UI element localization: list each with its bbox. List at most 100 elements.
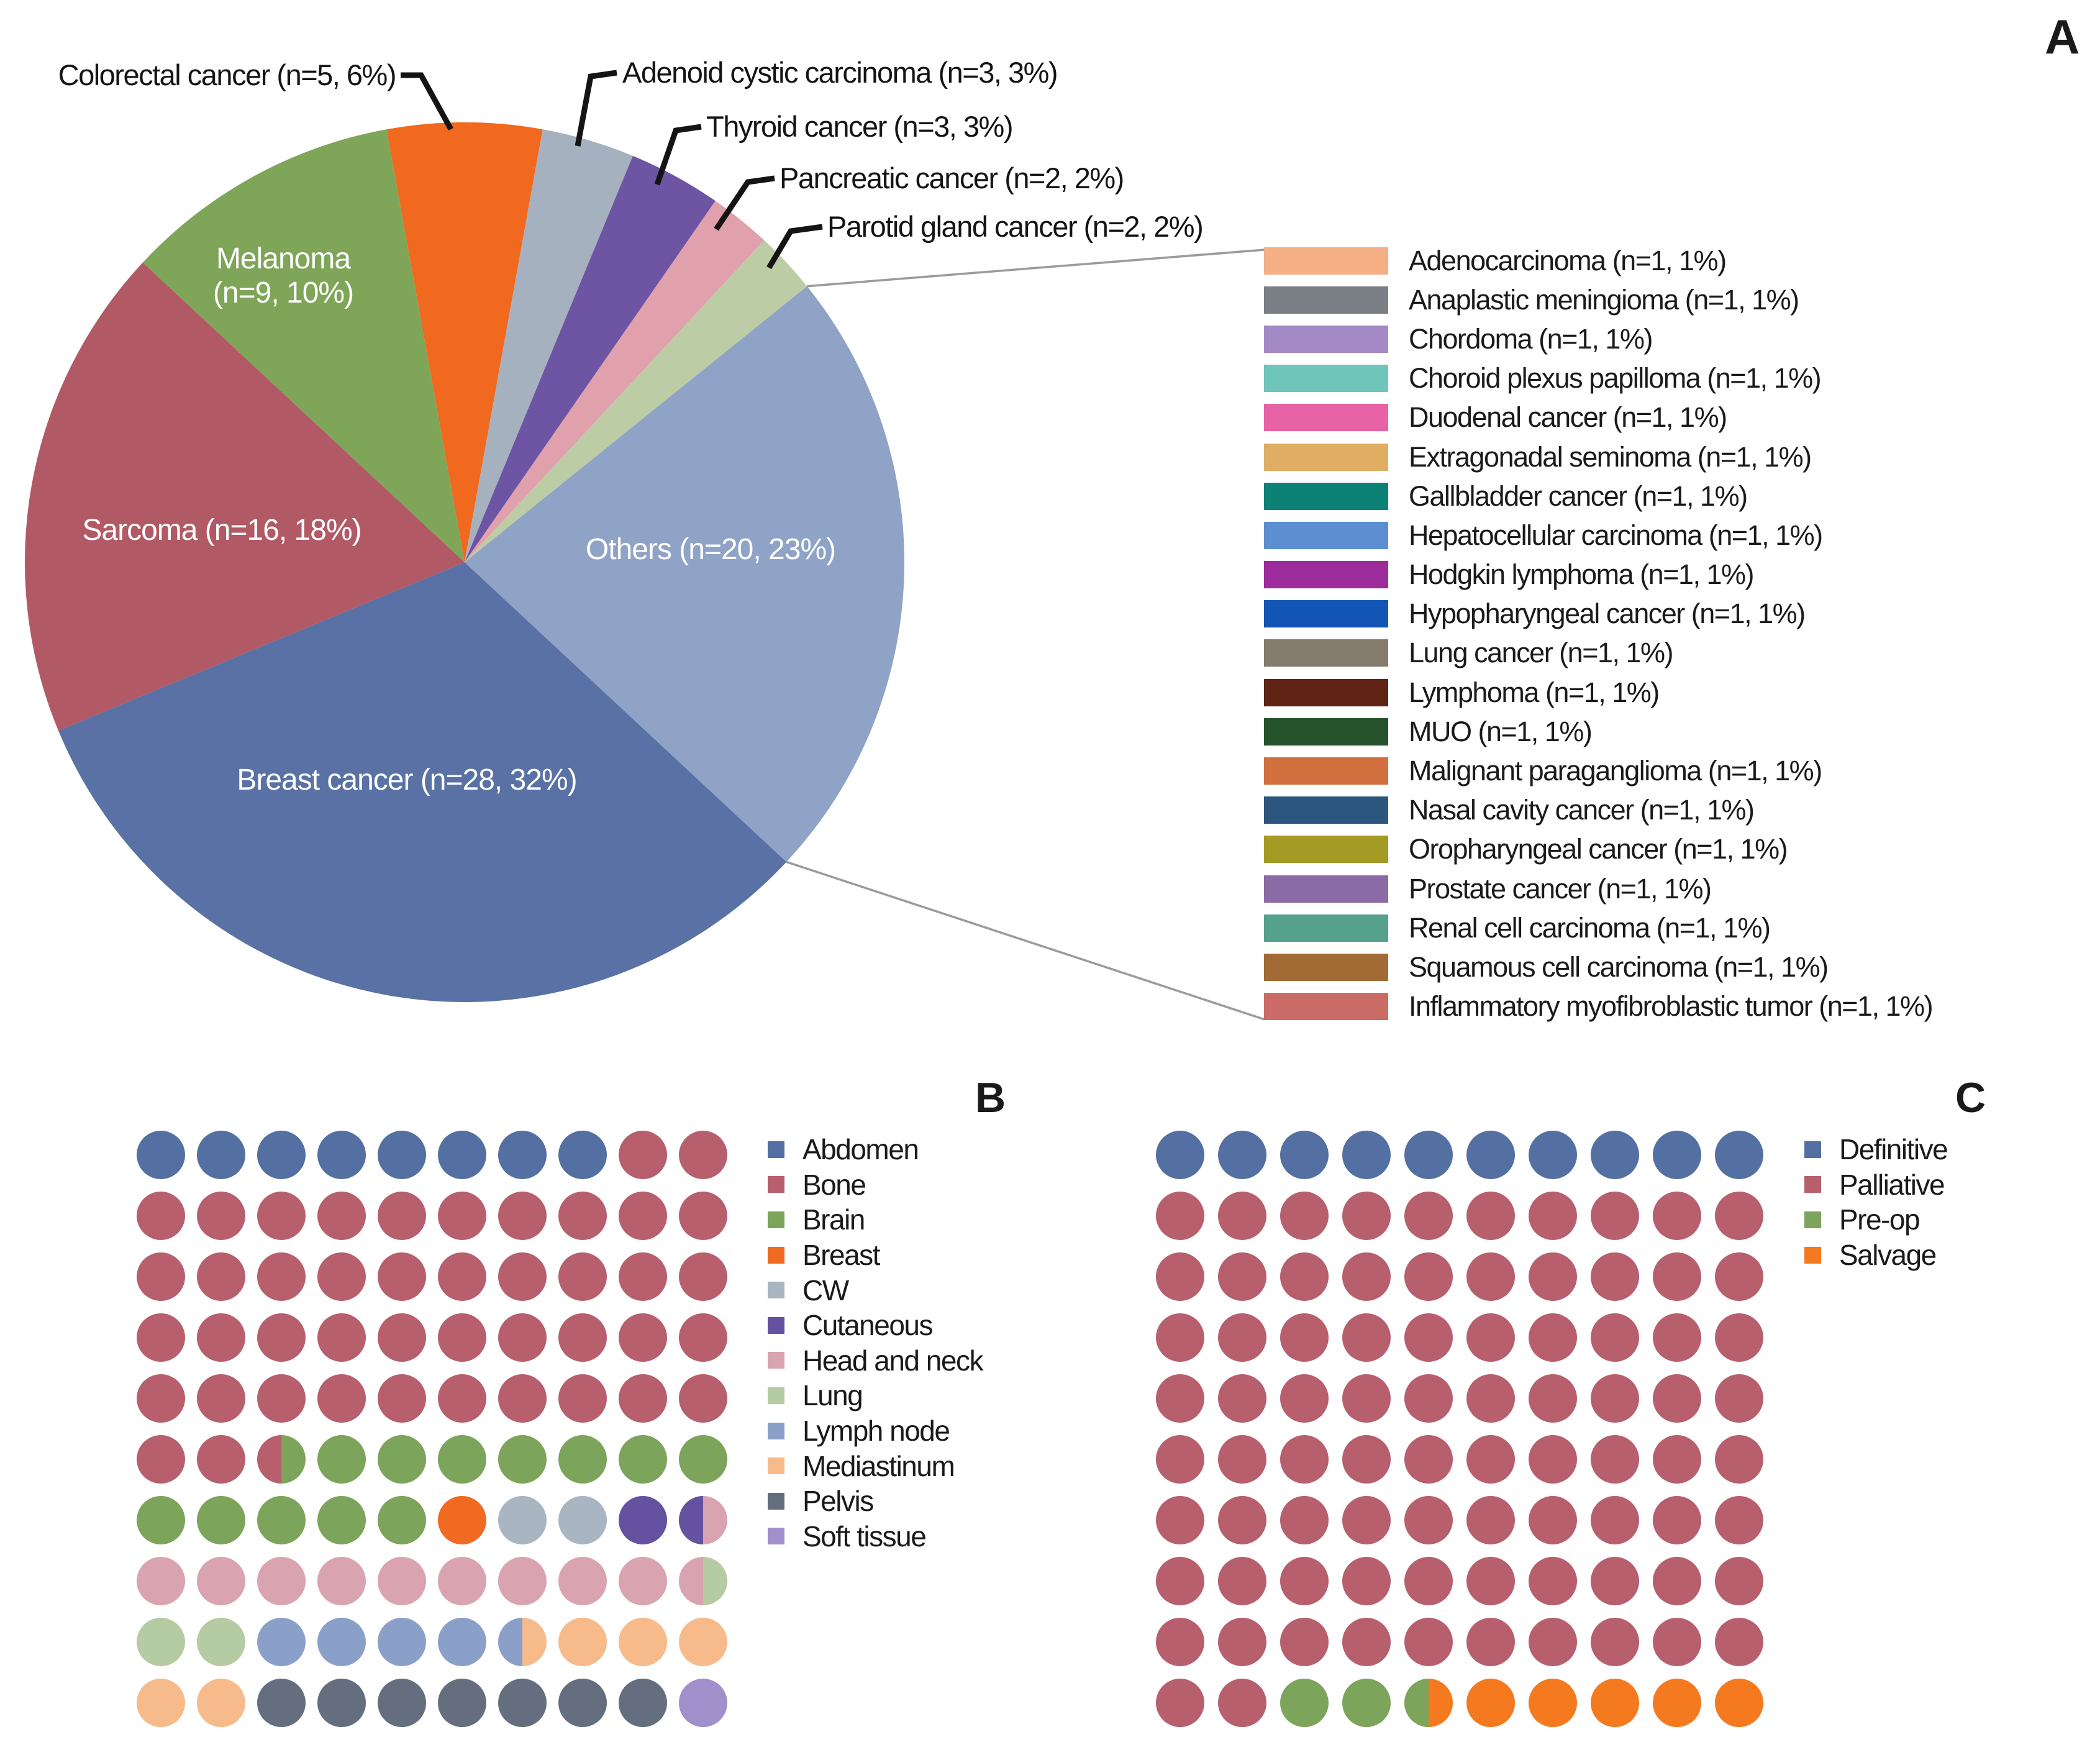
aim-waffle-dot [1715, 1618, 1763, 1666]
site-waffle-dot [558, 1313, 607, 1362]
site-waffle-dot [679, 1679, 727, 1727]
panel-label-b: B [975, 1074, 1006, 1121]
others-breakdown-legend: Adenocarcinoma (n=1, 1%) Anaplastic meni… [1264, 241, 1934, 1026]
legend-item: MUO (n=1, 1%) [1264, 712, 1932, 751]
site-waffle-dot [619, 1618, 667, 1666]
site-waffle-dot [317, 1496, 366, 1544]
aim-waffle-dot [1529, 1618, 1577, 1666]
legend-color-swatch [1804, 1141, 1821, 1158]
aim-waffle-dot [1280, 1131, 1329, 1179]
legend-label: Inflammatory myofibroblastic tumor (n=1,… [1409, 990, 1934, 1023]
aim-waffle-dot [1591, 1313, 1639, 1362]
aim-waffle-dot [1591, 1131, 1639, 1179]
legend-color-swatch [1264, 286, 1388, 314]
legend-label: Palliative [1839, 1168, 1945, 1201]
legend-label: Lung [802, 1379, 863, 1412]
site-waffle-dot [438, 1435, 486, 1484]
site-waffle-dot [438, 1557, 486, 1605]
legend-color-swatch [1264, 875, 1388, 903]
site-waffle-dot [498, 1252, 547, 1301]
aim-waffle-dot [1280, 1435, 1329, 1484]
pie-slice-melanoma [142, 129, 465, 563]
aim-waffle-dot [1529, 1496, 1577, 1544]
site-waffle-dot [619, 1496, 667, 1544]
legend-label: Pre-op [1839, 1203, 1920, 1236]
aim-waffle-dot [1156, 1374, 1204, 1423]
site-waffle-dot [558, 1374, 607, 1423]
site-waffle-dot [137, 1313, 185, 1362]
aim-waffle-dot [1466, 1679, 1515, 1727]
site-waffle-dot [679, 1313, 727, 1362]
aim-waffle-dot [1466, 1557, 1515, 1605]
aim-waffle-dot [1280, 1313, 1329, 1362]
site-waffle-dot [378, 1192, 426, 1240]
aim-waffle-dot [1156, 1313, 1204, 1362]
site-waffle-dot [498, 1374, 547, 1423]
site-waffle-dot [317, 1679, 366, 1727]
pie-inside-label-sarcoma: Sarcoma (n=16, 18%) [82, 514, 361, 547]
site-waffle-dot [558, 1557, 607, 1605]
aim-waffle-dot [1591, 1618, 1639, 1666]
aim-waffle-dot [1529, 1252, 1577, 1301]
site-waffle-dot-left-half [498, 1618, 522, 1666]
legend-label: Nasal cavity cancer (n=1, 1%) [1409, 794, 1755, 826]
aim-waffle-dot [1715, 1131, 1763, 1179]
aim-waffle-dot [1591, 1435, 1639, 1484]
site-waffle-dot-left-half [257, 1435, 281, 1484]
legend-label: Abdomen [802, 1133, 919, 1166]
site-waffle-dot [438, 1131, 486, 1179]
pie-slice-adenoid_cystic [465, 129, 633, 562]
aim-waffle-dot [1156, 1192, 1204, 1240]
aim-waffle-dot [1280, 1374, 1329, 1423]
pie-callout-label-adenoid_cystic: Adenoid cystic carcinoma (n=3, 3%) [622, 56, 1057, 89]
legend-label: Lymphoma (n=1, 1%) [1409, 676, 1660, 708]
site-waffle-dot [498, 1557, 547, 1605]
aim-waffle-dot-left-half [1404, 1679, 1429, 1727]
site-waffle-dot [438, 1679, 486, 1727]
site-waffle-dot [619, 1435, 667, 1484]
legend-label: Choroid plexus papilloma (n=1, 1%) [1409, 362, 1822, 394]
site-waffle-dot [498, 1192, 547, 1240]
legend-item: Squamous cell carcinoma (n=1, 1%) [1264, 947, 1932, 987]
site-waffle-dot [197, 1192, 245, 1240]
aim-waffle-dot [1466, 1618, 1515, 1666]
pie-callout-label-colorectal: Colorectal cancer (n=5, 6%) [58, 58, 396, 91]
site-waffle-dot [438, 1374, 486, 1423]
aim-waffle-dot [1653, 1618, 1701, 1666]
others-legend-connector-line [807, 249, 1265, 288]
aim-waffle-dot [1280, 1557, 1329, 1605]
legend-item: Hypopharyngeal cancer (n=1, 1%) [1264, 595, 1932, 634]
legend-label: CW [802, 1274, 849, 1306]
site-waffle-dot [619, 1557, 667, 1605]
site-waffle-dot [257, 1313, 306, 1362]
legend-color-swatch [1804, 1246, 1821, 1264]
legend-item: Extragonadal seminoma (n=1, 1%) [1264, 437, 1932, 477]
legend-color-swatch [768, 1141, 784, 1158]
legend-item: Anaplastic meningioma (n=1, 1%) [1264, 280, 1932, 319]
site-waffle-dot [257, 1374, 306, 1423]
aim-waffle-dot [1156, 1252, 1204, 1301]
legend-item: Palliative [1804, 1167, 1947, 1203]
site-waffle-dot [438, 1313, 486, 1362]
aim-waffle-dot [1218, 1679, 1266, 1727]
aim-waffle-dot [1156, 1557, 1204, 1605]
site-waffle-dot [619, 1313, 667, 1362]
legend-color-swatch [1264, 836, 1388, 864]
legend-color-swatch [768, 1528, 784, 1545]
legend-item: Pelvis [768, 1484, 983, 1519]
legend-color-swatch [768, 1211, 784, 1228]
aim-waffle-dot [1466, 1435, 1515, 1484]
aim-waffle-dot [1218, 1131, 1266, 1179]
aim-waffle-dot [1653, 1496, 1701, 1544]
aim-waffle-dot [1218, 1192, 1266, 1240]
site-waffle-dot [137, 1618, 185, 1666]
aim-waffle-dot [1466, 1313, 1515, 1362]
aim-waffle-dot [1156, 1435, 1204, 1484]
aim-waffle-dot [1218, 1557, 1266, 1605]
site-waffle-dot [137, 1374, 185, 1423]
legend-item: Pre-op [1804, 1202, 1947, 1238]
aim-waffle-dot [1591, 1557, 1639, 1605]
legend-color-swatch [768, 1246, 784, 1264]
legend-item: Definitive [1804, 1132, 1948, 1167]
legend-color-swatch [1264, 404, 1388, 432]
